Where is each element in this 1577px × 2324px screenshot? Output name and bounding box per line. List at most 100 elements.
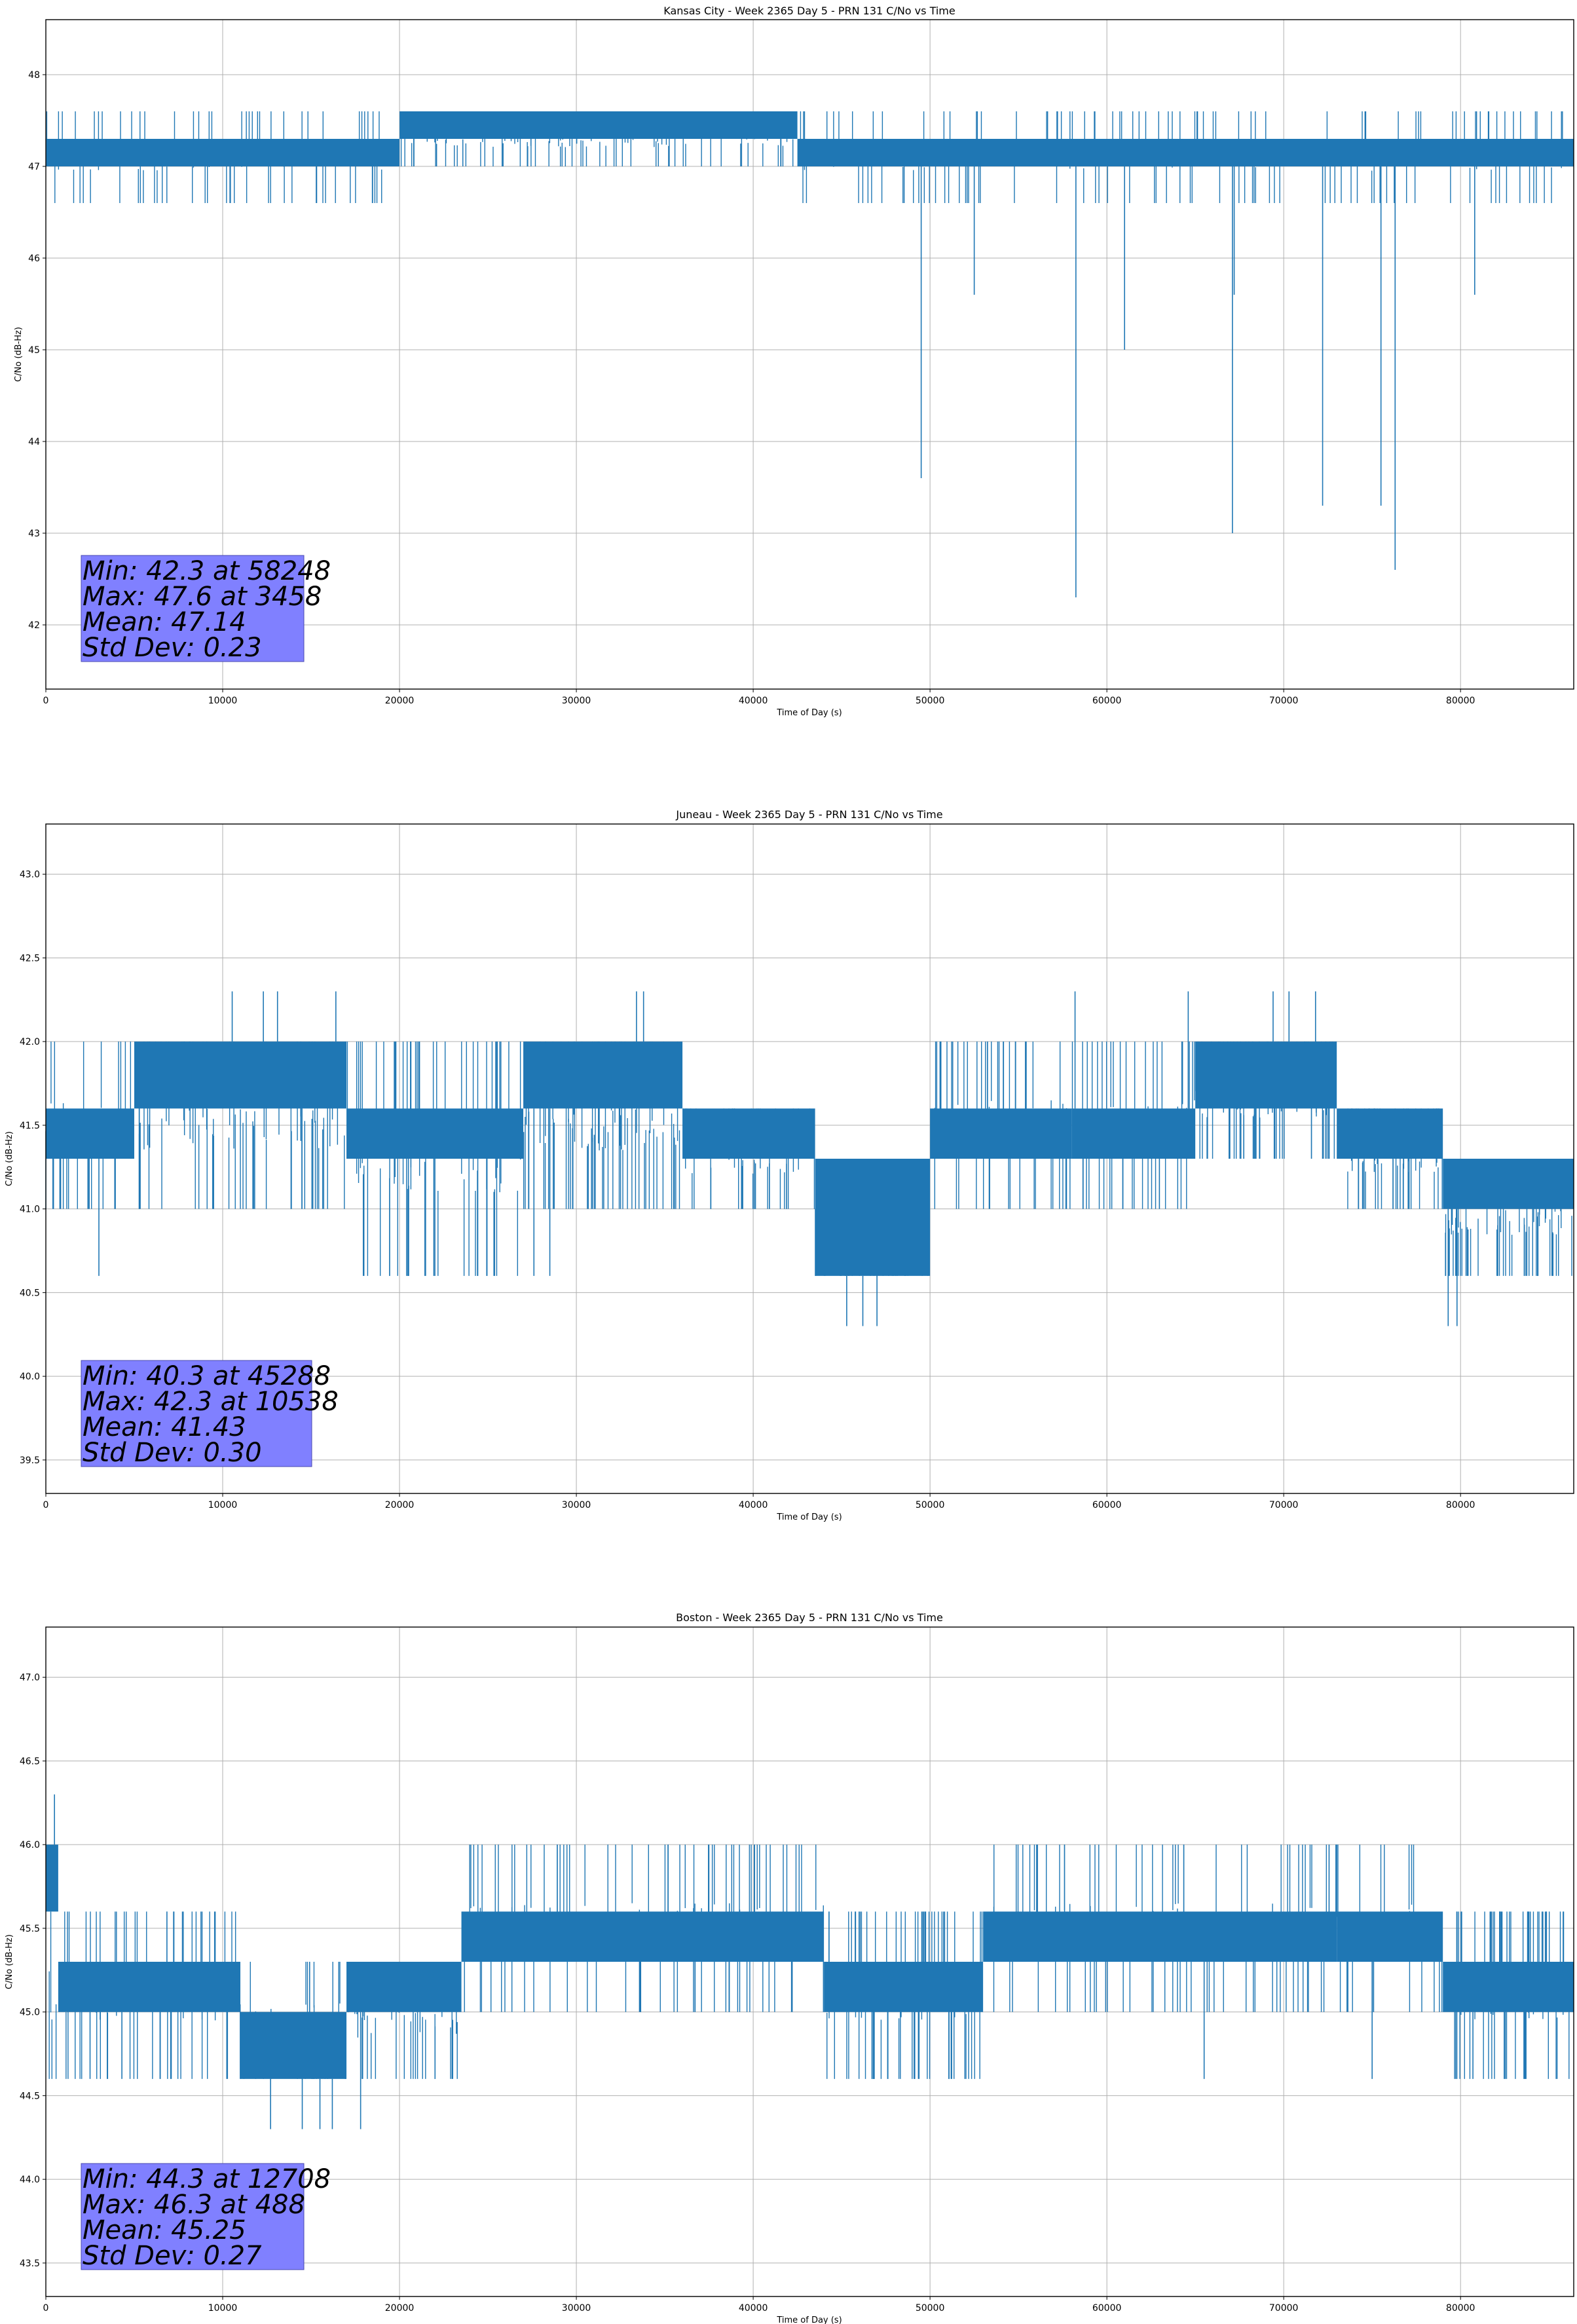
x-tick-label: 70000 [1269, 696, 1299, 706]
series-band [346, 1962, 462, 2012]
series-band [58, 1962, 241, 2012]
x-axis-label: Time of Day (s) [776, 2315, 842, 2324]
x-tick-label: 60000 [1092, 696, 1122, 706]
x-tick-label: 60000 [1092, 2303, 1122, 2314]
x-tick-label: 10000 [208, 2303, 238, 2314]
y-tick-label: 46 [28, 253, 40, 264]
y-tick-label: 48 [28, 70, 40, 81]
series-band [46, 139, 400, 166]
series-band [824, 1962, 984, 2012]
x-tick-label: 80000 [1446, 1500, 1475, 1510]
x-tick-label: 20000 [385, 1500, 415, 1510]
series-band [461, 1911, 825, 1962]
x-tick-label: 40000 [739, 1500, 768, 1510]
series-band [134, 1041, 347, 1109]
stat-max: Max: 42.3 at 10538 [83, 1387, 339, 1417]
x-tick-label: 60000 [1092, 1500, 1122, 1510]
series-band [1195, 1041, 1337, 1109]
stat-std-dev: Std Dev: 0.27 [83, 2241, 262, 2271]
stat-max: Max: 47.6 at 3458 [83, 582, 322, 612]
chart-juneau: Juneau - Week 2365 Day 5 - PRN 131 C/No … [5, 808, 1574, 1522]
stats-box: Min: 42.3 at 58248 Max: 47.6 at 3458 Mea… [81, 555, 331, 663]
stats-box: Min: 40.3 at 45288 Max: 42.3 at 10538 Me… [81, 1360, 339, 1468]
x-tick-label: 10000 [208, 1500, 238, 1510]
x-tick-label: 30000 [562, 2303, 591, 2314]
y-axis-ticks: 42 43 44 45 46 47 48 [28, 70, 46, 631]
y-tick-label: 45.0 [20, 2008, 40, 2018]
x-tick-label: 70000 [1269, 2303, 1299, 2314]
y-axis-label: C/No (dB-Hz) [14, 327, 24, 382]
series-band [346, 1108, 524, 1159]
series-band [399, 111, 798, 139]
stats-box: Min: 44.3 at 12708 Max: 46.3 at 488 Mean… [81, 2163, 331, 2271]
series-line [46, 1794, 1574, 2129]
y-tick-label: 47 [28, 162, 40, 172]
y-tick-label: 44.5 [20, 2091, 40, 2101]
x-tick-label: 50000 [916, 1500, 945, 1510]
x-tick-label: 30000 [562, 696, 591, 706]
stat-min: Min: 42.3 at 58248 [83, 556, 331, 586]
y-axis-ticks: 43.5 44.0 44.5 45.0 45.5 46.0 46.5 47.0 [20, 1673, 46, 2269]
y-tick-label: 47.0 [20, 1673, 40, 1683]
plot-frame [45, 1626, 1574, 2297]
chart-boston: Boston - Week 2365 Day 5 - PRN 131 C/No … [5, 1611, 1574, 2324]
plot-frame [45, 19, 1574, 690]
x-tick-label: 50000 [916, 2303, 945, 2314]
y-axis-label: C/No (dB-Hz) [5, 1131, 14, 1186]
y-tick-label: 41.0 [20, 1205, 40, 1215]
y-tick-label: 44.0 [20, 2175, 40, 2185]
x-tick-label: 0 [43, 696, 49, 706]
x-axis-label: Time of Day (s) [776, 1512, 842, 1522]
stat-std-dev: Std Dev: 0.23 [83, 633, 262, 663]
y-tick-label: 39.5 [20, 1455, 40, 1466]
y-tick-label: 43.5 [20, 2258, 40, 2269]
x-tick-label: 10000 [208, 696, 238, 706]
y-tick-label: 41.5 [20, 1121, 40, 1131]
series-band [682, 1108, 815, 1159]
x-tick-label: 20000 [385, 2303, 415, 2314]
chart-title: Kansas City - Week 2365 Day 5 - PRN 131 … [663, 5, 955, 17]
chart-kansas-city: Kansas City - Week 2365 Day 5 - PRN 131 … [14, 5, 1574, 718]
series-line [45, 991, 1574, 1326]
y-tick-label: 46.0 [20, 1840, 40, 1850]
y-tick-label: 43 [28, 529, 40, 539]
x-tick-label: 0 [43, 1500, 49, 1510]
y-tick-label: 45.5 [20, 1924, 40, 1934]
series-band [815, 1159, 931, 1276]
series-band [46, 1845, 58, 1912]
y-tick-label: 42.5 [20, 953, 40, 964]
x-tick-label: 20000 [385, 696, 415, 706]
y-tick-label: 42.0 [20, 1037, 40, 1047]
chart-title: Boston - Week 2365 Day 5 - PRN 131 C/No … [676, 1611, 943, 1624]
y-tick-label: 43.0 [20, 870, 40, 880]
series-band [46, 1108, 135, 1159]
x-axis-ticks: 0 10000 20000 30000 40000 50000 60000 70000 8000… [43, 1493, 1475, 1510]
y-axis-ticks: 39.5 40.0 40.5 41.0 41.5 42.0 42.5 43.0 [20, 870, 46, 1466]
stat-min: Min: 40.3 at 45288 [83, 1361, 331, 1391]
stat-min: Min: 44.3 at 12708 [83, 2164, 331, 2194]
series-band [983, 1911, 1337, 1962]
x-tick-label: 40000 [739, 696, 768, 706]
y-tick-label: 40.0 [20, 1372, 40, 1382]
x-tick-label: 30000 [562, 1500, 591, 1510]
x-axis-label: Time of Day (s) [776, 708, 842, 718]
series-line [46, 111, 1574, 597]
y-tick-label: 40.5 [20, 1288, 40, 1298]
series-band [1337, 1911, 1443, 1962]
x-tick-label: 40000 [739, 2303, 768, 2314]
stat-mean: Mean: 41.43 [83, 1412, 246, 1442]
series-band [930, 1108, 1072, 1159]
series-band [1337, 1108, 1443, 1159]
stat-mean: Mean: 47.14 [83, 607, 246, 637]
stat-mean: Mean: 45.25 [83, 2215, 246, 2245]
series-band [797, 139, 1574, 166]
y-tick-label: 42 [28, 620, 40, 631]
stat-max: Max: 46.3 at 488 [83, 2190, 305, 2220]
series-band [1071, 1108, 1196, 1159]
y-tick-label: 46.5 [20, 1756, 40, 1767]
series-band [1443, 1159, 1574, 1209]
x-tick-label: 50000 [916, 696, 945, 706]
x-axis-ticks: 0 10000 20000 30000 40000 50000 60000 70000 8000… [43, 689, 1475, 706]
x-tick-label: 0 [43, 2303, 49, 2314]
stat-std-dev: Std Dev: 0.30 [83, 1438, 262, 1468]
